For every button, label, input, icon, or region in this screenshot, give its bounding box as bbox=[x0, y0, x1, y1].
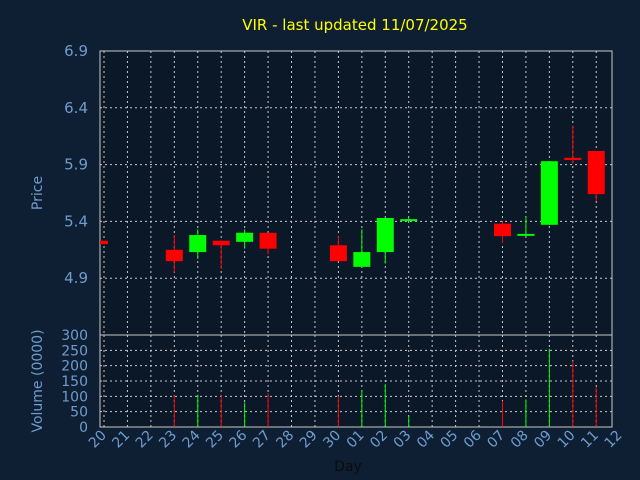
candle-body bbox=[189, 235, 207, 253]
candle bbox=[100, 240, 108, 245]
candle bbox=[165, 235, 183, 273]
candle-body bbox=[376, 217, 394, 253]
candle bbox=[376, 217, 394, 264]
candle bbox=[259, 232, 277, 255]
candle-body bbox=[493, 223, 511, 237]
volume-tick-label: 50 bbox=[70, 405, 88, 421]
candlesticks bbox=[100, 125, 605, 273]
price-tick-label: 4.9 bbox=[64, 269, 88, 287]
candle bbox=[329, 236, 347, 262]
candle-body bbox=[236, 232, 254, 242]
candle bbox=[400, 217, 418, 222]
price-tick-label: 6.9 bbox=[64, 42, 88, 60]
candle-body bbox=[329, 245, 347, 262]
candle-body bbox=[259, 232, 277, 249]
candle-body bbox=[100, 240, 108, 245]
candle bbox=[212, 240, 230, 270]
candle bbox=[540, 161, 558, 225]
volume-tick-label: 0 bbox=[79, 420, 88, 436]
candle-body bbox=[165, 249, 183, 262]
volume-tick-label: 150 bbox=[61, 374, 88, 390]
price-tick-label: 6.4 bbox=[64, 99, 88, 117]
x-axis-label: Day bbox=[334, 459, 362, 475]
volume-tick-label: 100 bbox=[61, 389, 88, 405]
candle-body bbox=[564, 157, 582, 161]
candle-body bbox=[212, 240, 230, 246]
candle-body bbox=[400, 219, 418, 222]
chart-title: VIR - last updated 11/07/2025 bbox=[242, 16, 467, 34]
candle bbox=[564, 125, 582, 164]
price-axis-label: Price bbox=[30, 176, 46, 210]
volume-tick-label: 200 bbox=[61, 359, 88, 375]
candle-body bbox=[517, 233, 535, 236]
price-panel bbox=[99, 50, 613, 336]
candle bbox=[493, 221, 511, 243]
candle bbox=[353, 229, 371, 267]
volume-bars bbox=[173, 348, 597, 427]
candle bbox=[587, 150, 605, 201]
candle bbox=[189, 229, 207, 259]
price-tick-labels: 6.9 6.4 5.9 5.4 4.9 bbox=[64, 42, 88, 287]
candle bbox=[236, 229, 254, 249]
volume-tick-label: 250 bbox=[61, 343, 88, 359]
day-tick-labels: 20 21 22 23 24 25 26 27 28 29 30 01 02 03 04 05 06 07 08 09… bbox=[86, 427, 626, 451]
candle bbox=[517, 216, 535, 236]
candle-body bbox=[353, 252, 371, 267]
volume-tick-label: 300 bbox=[61, 328, 88, 344]
price-tick-label: 5.4 bbox=[64, 212, 88, 230]
price-tick-label: 5.9 bbox=[64, 156, 88, 174]
price-gridlines bbox=[100, 50, 612, 335]
volume-axis-label: Volume (0000) bbox=[30, 329, 46, 432]
candle-body bbox=[587, 150, 605, 195]
candle-body bbox=[540, 161, 558, 225]
